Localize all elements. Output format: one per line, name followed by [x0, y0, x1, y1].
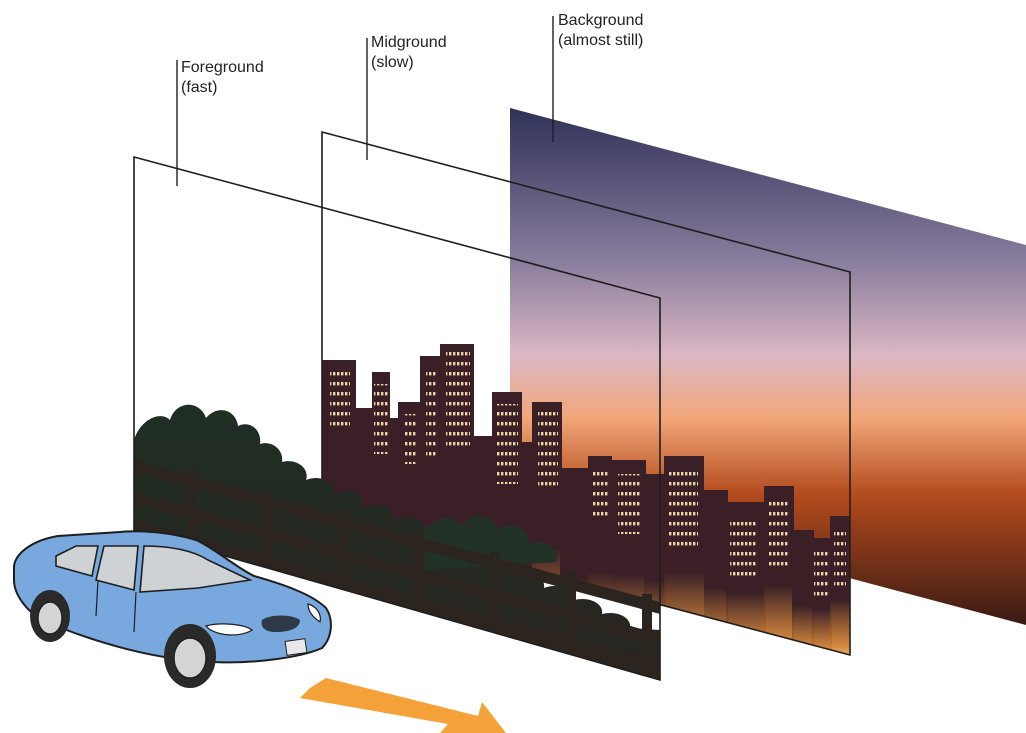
midground-frame [321, 130, 851, 657]
background-speed: (almost still) [558, 32, 643, 49]
motion-arrow-icon [300, 678, 506, 733]
foreground-speed: (fast) [181, 79, 217, 96]
midground-label: Midground [371, 34, 447, 51]
background-label: Background [558, 12, 643, 29]
car-icon [13, 530, 332, 688]
callout-lines [176, 16, 554, 186]
foreground-label: Foreground [181, 59, 264, 76]
layer-labels: Foreground (fast) Midground (slow) Backg… [181, 12, 643, 96]
foreground-frame [133, 155, 661, 682]
midground-speed: (slow) [371, 54, 414, 71]
